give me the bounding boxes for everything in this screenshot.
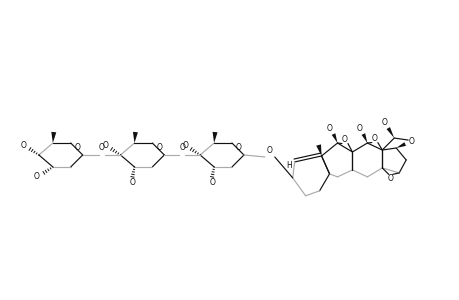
Text: O: O <box>209 178 214 187</box>
Polygon shape <box>212 132 217 143</box>
Polygon shape <box>386 127 393 138</box>
Polygon shape <box>51 132 56 143</box>
Text: O: O <box>381 118 386 127</box>
Polygon shape <box>315 144 321 156</box>
Text: O: O <box>356 124 362 133</box>
Text: O: O <box>75 142 80 152</box>
Text: O: O <box>182 140 188 149</box>
Text: O: O <box>387 174 393 183</box>
Text: O: O <box>235 142 241 152</box>
Text: H: H <box>285 161 291 170</box>
Polygon shape <box>361 133 367 143</box>
Text: O: O <box>21 140 27 149</box>
Text: O: O <box>102 140 108 149</box>
Text: O: O <box>407 136 413 146</box>
Polygon shape <box>331 133 337 143</box>
Text: O: O <box>98 142 104 152</box>
Text: O: O <box>371 134 377 143</box>
Polygon shape <box>395 142 405 148</box>
Text: O: O <box>156 142 162 152</box>
Text: O: O <box>179 142 185 152</box>
Text: O: O <box>129 178 135 187</box>
Text: O: O <box>341 135 347 144</box>
Text: O: O <box>266 146 272 154</box>
Text: O: O <box>326 124 332 133</box>
Text: O: O <box>34 172 40 182</box>
Polygon shape <box>133 132 138 143</box>
